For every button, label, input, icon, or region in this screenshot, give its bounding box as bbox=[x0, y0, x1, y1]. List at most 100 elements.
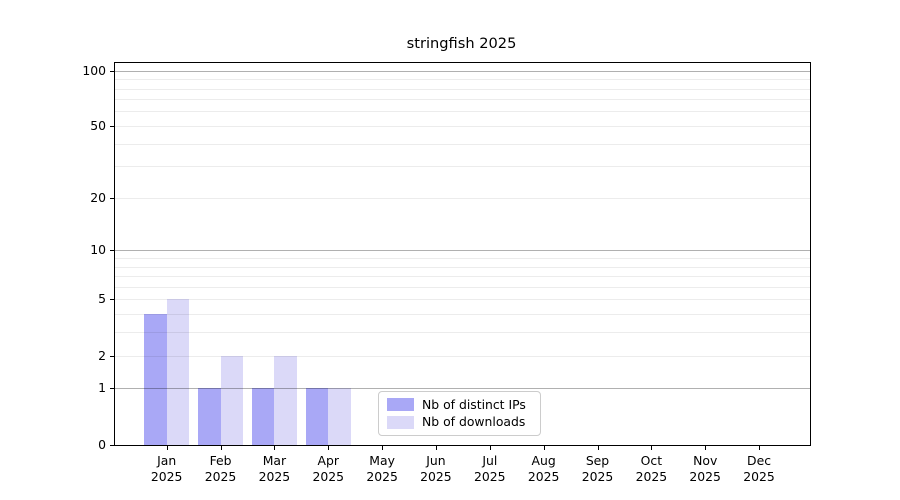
x-tick-year: 2025 bbox=[366, 469, 398, 484]
bar-nb-of-downloads-apr bbox=[328, 388, 351, 445]
y-tick-label: 1 bbox=[98, 380, 106, 396]
x-tick-month: Aug bbox=[531, 452, 556, 468]
legend-label: Nb of downloads bbox=[422, 414, 526, 430]
bar-nb-of-distinct-ips-feb bbox=[197, 388, 221, 445]
gridline-major bbox=[115, 388, 810, 390]
gridline-major bbox=[115, 70, 810, 72]
x-tick bbox=[489, 445, 491, 450]
gridline-minor bbox=[115, 88, 810, 90]
y-tick bbox=[110, 70, 114, 72]
x-tick-year: 2025 bbox=[150, 469, 183, 484]
x-tick bbox=[274, 445, 276, 450]
x-tick-year: 2025 bbox=[743, 469, 775, 484]
gridline-minor bbox=[115, 314, 810, 316]
x-tick bbox=[651, 445, 653, 450]
legend: Nb of distinct IPs Nb of downloads bbox=[378, 391, 541, 436]
x-tick-label-dec: Dec 2025 bbox=[727, 453, 791, 486]
y-tick bbox=[110, 299, 114, 301]
x-tick-month: Jul bbox=[482, 452, 498, 468]
x-tick-year: 2025 bbox=[420, 469, 452, 484]
x-tick bbox=[382, 445, 384, 450]
gridline-minor bbox=[115, 266, 810, 268]
x-tick-year: 2025 bbox=[312, 469, 345, 484]
x-tick-label-jun: Jun 2025 bbox=[404, 453, 468, 486]
gridline-minor bbox=[115, 276, 810, 278]
x-tick-label-mar: Mar 2025 bbox=[242, 453, 306, 486]
x-tick-month: Nov bbox=[693, 452, 718, 468]
gridline-minor bbox=[115, 257, 810, 259]
x-tick-label-feb: Feb 2025 bbox=[189, 453, 253, 486]
x-tick bbox=[543, 445, 545, 450]
x-tick-month: Oct bbox=[640, 452, 663, 468]
x-tick bbox=[435, 445, 437, 450]
x-tick bbox=[705, 445, 707, 450]
x-tick-year: 2025 bbox=[689, 469, 721, 484]
gridline-minor bbox=[115, 143, 810, 145]
x-tick-year: 2025 bbox=[474, 469, 506, 484]
y-tick-label: 20 bbox=[90, 189, 106, 205]
x-tick bbox=[166, 445, 168, 450]
bar-nb-of-downloads-mar bbox=[274, 355, 298, 445]
gridline-minor bbox=[115, 286, 810, 288]
y-tick bbox=[110, 388, 114, 390]
y-tick bbox=[110, 355, 114, 357]
y-tick bbox=[110, 444, 114, 446]
bar-nb-of-distinct-ips-apr bbox=[305, 388, 329, 445]
bar-nb-of-distinct-ips-mar bbox=[251, 388, 275, 445]
x-tick-label-sep: Sep 2025 bbox=[566, 453, 630, 486]
x-tick-label-apr: Apr 2025 bbox=[296, 453, 360, 486]
x-tick-label-may: May 2025 bbox=[350, 453, 414, 486]
bar-nb-of-downloads-jan bbox=[166, 299, 190, 445]
gridline-minor bbox=[115, 79, 810, 81]
gridline-minor bbox=[115, 99, 810, 101]
x-tick-month: Jan bbox=[157, 452, 177, 468]
legend-swatch-nb-of-downloads bbox=[387, 415, 414, 429]
chart-title: stringfish 2025 bbox=[406, 35, 517, 52]
x-tick-month: Sep bbox=[585, 452, 610, 468]
y-tick-label: 10 bbox=[90, 242, 106, 258]
gridline-minor bbox=[115, 166, 810, 168]
x-tick-label-aug: Aug 2025 bbox=[512, 453, 576, 486]
bar-nb-of-distinct-ips-jan bbox=[143, 314, 167, 445]
gridline-major bbox=[115, 250, 810, 252]
bar-nb-of-downloads-feb bbox=[220, 355, 244, 445]
x-tick-year: 2025 bbox=[258, 469, 291, 484]
gridline-minor bbox=[115, 299, 810, 301]
x-tick-year: 2025 bbox=[635, 469, 668, 484]
plot-area bbox=[114, 62, 811, 446]
x-tick bbox=[597, 445, 599, 450]
y-tick bbox=[110, 250, 114, 252]
y-tick bbox=[110, 197, 114, 199]
x-tick-label-nov: Nov 2025 bbox=[673, 453, 737, 486]
x-tick-month: Jun bbox=[426, 452, 446, 468]
x-tick-month: Apr bbox=[317, 452, 339, 468]
x-tick-month: Feb bbox=[209, 452, 232, 468]
gridline-minor bbox=[115, 332, 810, 334]
y-tick-label: 2 bbox=[98, 347, 106, 363]
x-tick bbox=[328, 445, 330, 450]
x-tick-month: May bbox=[369, 452, 395, 468]
x-tick-label-jan: Jan 2025 bbox=[135, 453, 199, 486]
gridline-minor bbox=[115, 111, 810, 113]
x-tick bbox=[759, 445, 761, 450]
x-tick-year: 2025 bbox=[204, 469, 237, 484]
legend-swatch-nb-of-distinct-ips bbox=[387, 398, 414, 412]
y-tick-label: 0 bbox=[98, 436, 106, 452]
legend-entry-nb-of-distinct-ips: Nb of distinct IPs bbox=[387, 396, 532, 412]
gridline-minor bbox=[115, 355, 810, 357]
y-tick-label: 50 bbox=[90, 117, 106, 133]
y-tick-label: 5 bbox=[98, 291, 106, 307]
x-tick-year: 2025 bbox=[527, 469, 560, 484]
gridline-minor bbox=[115, 125, 810, 127]
y-tick bbox=[110, 125, 114, 127]
x-tick-month: Mar bbox=[262, 452, 287, 468]
legend-label: Nb of distinct IPs bbox=[422, 396, 526, 412]
y-tick-label: 100 bbox=[82, 62, 106, 78]
x-tick-label-jul: Jul 2025 bbox=[458, 453, 522, 486]
legend-entry-nb-of-downloads: Nb of downloads bbox=[387, 415, 532, 429]
gridline-minor bbox=[115, 197, 810, 199]
x-tick-year: 2025 bbox=[581, 469, 614, 484]
x-tick-month: Dec bbox=[747, 452, 772, 468]
x-tick bbox=[220, 445, 222, 450]
